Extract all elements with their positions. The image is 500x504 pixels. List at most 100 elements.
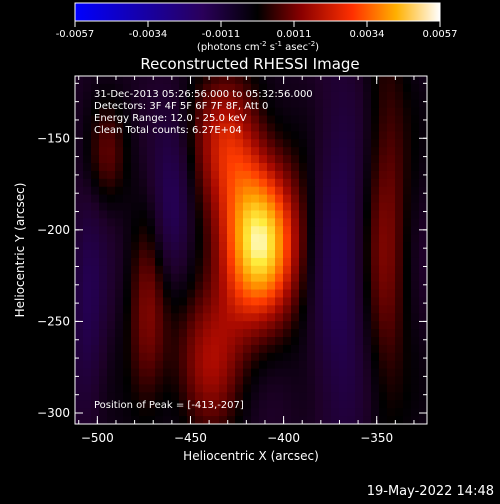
heatmap-cell	[315, 329, 324, 338]
heatmap-cell	[267, 202, 276, 211]
heatmap-cell	[331, 297, 340, 306]
heatmap-cell	[171, 257, 180, 267]
heatmap-cell	[283, 400, 292, 409]
heatmap-cell	[331, 250, 340, 259]
heatmap-cell	[259, 83, 268, 93]
heatmap-cell	[315, 131, 324, 140]
heatmap-cell	[323, 170, 332, 180]
heatmap-cell	[171, 178, 180, 188]
annotation-energy: Energy Range: 12.0 - 25.0 keV	[94, 113, 247, 124]
heatmap-cell	[371, 210, 380, 219]
heatmap-cell	[195, 344, 204, 354]
heatmap-cell	[123, 273, 132, 283]
heatmap-cell	[75, 360, 84, 370]
heatmap-cell	[395, 321, 404, 330]
heatmap-cell	[347, 131, 356, 140]
heatmap-cell	[203, 297, 212, 306]
heatmap-cell	[227, 368, 236, 377]
heatmap-cell	[339, 194, 348, 203]
heatmap-cell	[179, 242, 188, 251]
heatmap-cell	[275, 408, 284, 417]
heatmap-cell	[259, 226, 268, 235]
heatmap-cell	[227, 408, 236, 417]
heatmap-cell	[107, 202, 116, 211]
heatmap-cell	[235, 155, 244, 164]
heatmap-cell	[299, 155, 308, 164]
heatmap-cell	[123, 297, 132, 306]
heatmap-cell	[123, 416, 132, 425]
heatmap-cell	[203, 99, 212, 109]
heatmap-cell	[283, 250, 292, 259]
heatmap-cell	[243, 352, 252, 362]
heatmap-cell	[331, 147, 340, 156]
heatmap-cell	[307, 139, 316, 148]
heatmap-cell	[203, 123, 212, 132]
heatmap-cell	[251, 408, 260, 417]
heatmap-cell	[179, 234, 188, 243]
heatmap-cell	[195, 265, 204, 275]
heatmap-cell	[163, 123, 172, 132]
heatmap-cell	[299, 321, 308, 330]
heatmap-cell	[403, 305, 412, 314]
heatmap-cell	[99, 139, 108, 148]
heatmap-cell	[139, 273, 148, 283]
heatmap-cell	[275, 123, 284, 132]
heatmap-cell	[235, 313, 244, 322]
x-axis-label: Heliocentric X (arcsec)	[183, 449, 319, 463]
heatmap-cell	[147, 344, 156, 354]
heatmap-cell	[227, 147, 236, 156]
heatmap-cell	[155, 250, 164, 259]
heatmap-cell	[99, 91, 108, 101]
heatmap-cell	[379, 163, 388, 172]
heatmap-cell	[115, 337, 124, 346]
heatmap-cell	[411, 139, 420, 148]
heatmap-cell	[331, 170, 340, 180]
heatmap-cell	[291, 131, 300, 140]
heatmap-cell	[363, 123, 372, 132]
heatmap-cell	[251, 163, 260, 172]
heatmap-cell	[251, 281, 260, 290]
heatmap-cell	[315, 289, 324, 298]
heatmap-cell	[99, 76, 108, 85]
heatmap-cell	[267, 305, 276, 314]
heatmap-cell	[411, 226, 420, 235]
heatmap-cell	[299, 147, 308, 156]
heatmap-cell	[267, 250, 276, 259]
heatmap-cell	[291, 163, 300, 172]
heatmap-cell	[355, 408, 364, 417]
heatmap-cell	[315, 218, 324, 227]
heatmap-cell	[171, 147, 180, 156]
heatmap-cell	[211, 218, 220, 227]
heatmap-cell	[419, 250, 428, 259]
heatmap-cell	[195, 139, 204, 148]
heatmap-cell	[75, 210, 84, 219]
heatmap-cell	[211, 155, 220, 164]
heatmap-cell	[323, 384, 332, 393]
heatmap-cell	[395, 313, 404, 322]
heatmap-cell	[395, 194, 404, 203]
heatmap-cell	[243, 115, 252, 124]
heatmap-cell	[227, 297, 236, 306]
heatmap-cell	[275, 384, 284, 393]
heatmap-cell	[211, 313, 220, 322]
heatmap-cell	[387, 376, 396, 385]
heatmap-cell	[219, 360, 228, 370]
heatmap-cell	[363, 337, 372, 346]
heatmap-cell	[243, 163, 252, 172]
heatmap-cell	[291, 376, 300, 385]
heatmap-cell	[123, 91, 132, 101]
heatmap-cell	[347, 194, 356, 203]
heatmap-cell	[147, 360, 156, 370]
heatmap-cell	[107, 257, 116, 267]
heatmap-cell	[99, 210, 108, 219]
heatmap-cell	[395, 257, 404, 267]
heatmap-cell	[75, 321, 84, 330]
heatmap-cell	[251, 218, 260, 227]
heatmap-cell	[363, 305, 372, 314]
heatmap-cell	[211, 265, 220, 275]
heatmap-cell	[147, 408, 156, 417]
heatmap-cell	[379, 170, 388, 180]
heatmap-cell	[83, 147, 92, 156]
heatmap-cell	[387, 131, 396, 140]
heatmap-cell	[403, 163, 412, 172]
